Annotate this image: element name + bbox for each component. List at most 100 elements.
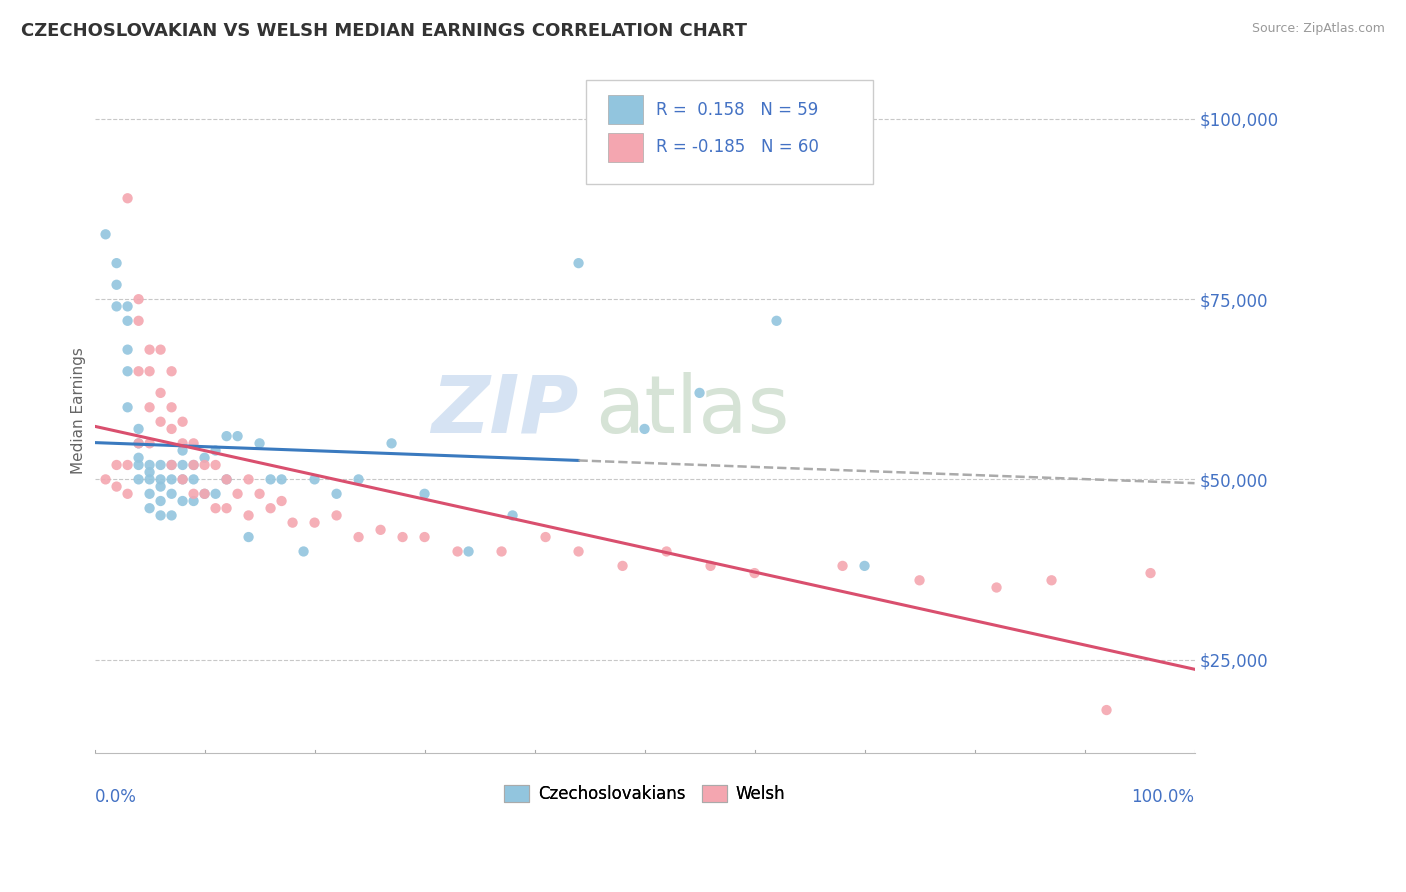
Point: [226, 487, 249, 501]
Point: [325, 487, 347, 501]
Point: [744, 566, 766, 580]
Point: [567, 256, 589, 270]
Point: [204, 501, 226, 516]
Point: [534, 530, 557, 544]
Point: [391, 530, 413, 544]
Point: [347, 530, 370, 544]
Point: [183, 494, 205, 508]
Point: [117, 299, 139, 313]
Point: [94, 472, 117, 486]
Point: [567, 544, 589, 558]
Point: [457, 544, 479, 558]
Point: [138, 364, 160, 378]
Text: Source: ZipAtlas.com: Source: ZipAtlas.com: [1251, 22, 1385, 36]
Point: [193, 450, 215, 465]
Point: [1139, 566, 1161, 580]
Point: [160, 458, 183, 472]
Point: [270, 472, 292, 486]
Point: [128, 422, 150, 436]
Point: [128, 292, 150, 306]
Point: [105, 480, 128, 494]
Point: [149, 480, 172, 494]
Text: 100.0%: 100.0%: [1132, 788, 1195, 805]
Point: [689, 385, 711, 400]
Point: [128, 314, 150, 328]
Point: [138, 487, 160, 501]
Text: R = -0.185   N = 60: R = -0.185 N = 60: [655, 138, 818, 156]
Point: [986, 581, 1008, 595]
Point: [160, 401, 183, 415]
Point: [172, 472, 194, 486]
Point: [699, 558, 721, 573]
Point: [259, 472, 281, 486]
Point: [149, 458, 172, 472]
Point: [138, 343, 160, 357]
Point: [238, 508, 260, 523]
Point: [215, 429, 238, 443]
Point: [149, 385, 172, 400]
Point: [380, 436, 402, 450]
Point: [160, 472, 183, 486]
Point: [160, 364, 183, 378]
Point: [172, 436, 194, 450]
Point: [172, 415, 194, 429]
Point: [172, 443, 194, 458]
Point: [204, 487, 226, 501]
Point: [1040, 574, 1063, 588]
FancyBboxPatch shape: [609, 95, 644, 124]
Point: [446, 544, 468, 558]
Point: [304, 516, 326, 530]
Point: [502, 508, 524, 523]
Point: [149, 343, 172, 357]
Point: [226, 429, 249, 443]
Point: [612, 558, 634, 573]
Text: R =  0.158   N = 59: R = 0.158 N = 59: [655, 101, 818, 119]
Point: [117, 343, 139, 357]
Point: [117, 487, 139, 501]
Point: [117, 314, 139, 328]
Point: [138, 458, 160, 472]
Text: ZIP: ZIP: [432, 372, 578, 450]
Point: [117, 458, 139, 472]
Point: [94, 227, 117, 242]
Point: [138, 401, 160, 415]
Point: [193, 487, 215, 501]
Point: [193, 458, 215, 472]
Point: [238, 530, 260, 544]
Point: [172, 458, 194, 472]
Point: [117, 191, 139, 205]
FancyBboxPatch shape: [609, 133, 644, 161]
Point: [325, 508, 347, 523]
Point: [128, 436, 150, 450]
Point: [105, 256, 128, 270]
Point: [413, 487, 436, 501]
Point: [183, 458, 205, 472]
Point: [172, 494, 194, 508]
Point: [183, 487, 205, 501]
Point: [105, 299, 128, 313]
Point: [249, 436, 271, 450]
Y-axis label: Median Earnings: Median Earnings: [72, 348, 86, 475]
Point: [270, 494, 292, 508]
FancyBboxPatch shape: [586, 80, 873, 184]
Point: [370, 523, 392, 537]
Point: [765, 314, 787, 328]
Point: [128, 436, 150, 450]
Point: [160, 458, 183, 472]
Point: [215, 472, 238, 486]
Point: [259, 501, 281, 516]
Point: [347, 472, 370, 486]
Point: [183, 458, 205, 472]
Point: [183, 436, 205, 450]
Point: [633, 422, 655, 436]
Point: [491, 544, 513, 558]
Point: [831, 558, 853, 573]
Point: [138, 501, 160, 516]
Point: [149, 415, 172, 429]
Point: [149, 472, 172, 486]
Point: [105, 458, 128, 472]
Point: [413, 530, 436, 544]
Point: [128, 472, 150, 486]
Point: [128, 450, 150, 465]
Point: [292, 544, 315, 558]
